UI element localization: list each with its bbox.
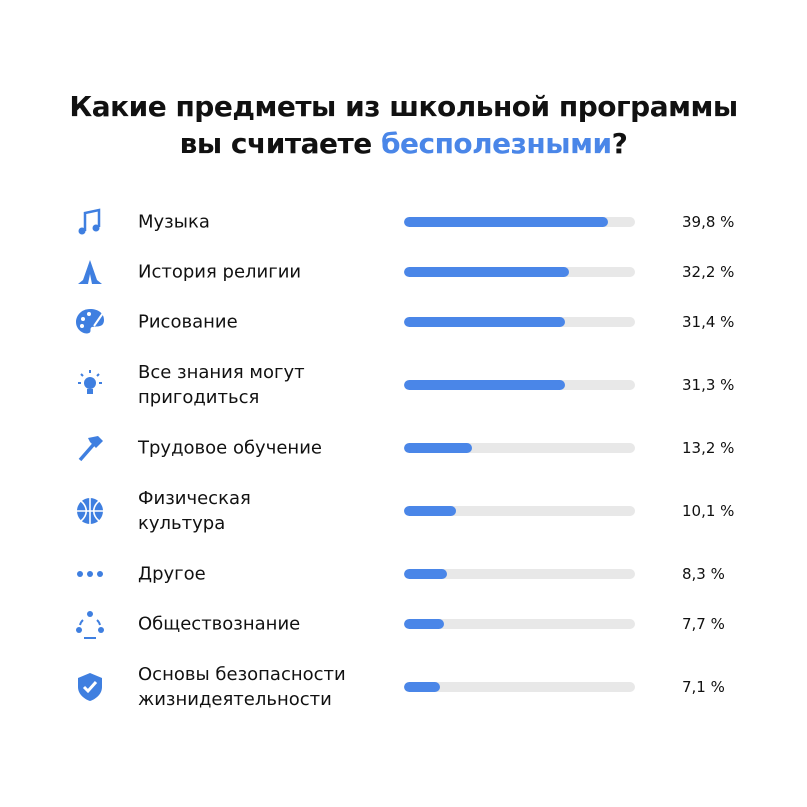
category-label: История религии: [138, 261, 302, 283]
category-label: Обществознание: [138, 613, 301, 635]
category-label: Физическая культура: [138, 488, 251, 534]
value-label: 8,3 %: [682, 565, 725, 583]
value-label: 7,1 %: [682, 678, 725, 696]
row-icon: [78, 260, 102, 284]
row-icon: [78, 208, 101, 235]
chart-title: Какие предметы из школьной программы вы …: [0, 88, 807, 162]
bar-track: [404, 619, 635, 629]
row-icon: [76, 309, 104, 334]
title-highlight: бесполезными: [380, 127, 612, 160]
title-part: вы считаете: [179, 127, 373, 160]
bar: [404, 380, 565, 390]
value-label: 39,8 %: [682, 213, 735, 231]
bar-track: [404, 682, 635, 692]
category-label: Основы безопасности жизнидеятельности: [138, 664, 346, 710]
row-icon: [78, 436, 103, 462]
bar-track: [404, 267, 635, 277]
bar: [404, 443, 472, 453]
title-end: ?: [611, 127, 628, 160]
value-label: 7,7 %: [682, 615, 725, 633]
row-icon: [78, 673, 102, 701]
category-label: Другое: [138, 563, 206, 585]
bar-track: [404, 380, 635, 390]
bar-track: [404, 217, 635, 227]
bar: [404, 506, 456, 516]
row-icon: [77, 571, 103, 577]
bar-track: [404, 506, 635, 516]
bar-track: [404, 443, 635, 453]
value-label: 13,2 %: [682, 439, 735, 457]
row-icon: [76, 611, 104, 639]
bar: [404, 569, 447, 579]
bar-track: [404, 569, 635, 579]
bar: [404, 682, 441, 692]
category-label: Рисование: [138, 311, 238, 333]
value-label: 32,2 %: [682, 263, 735, 281]
category-label: Музыка: [138, 211, 210, 233]
value-label: 31,4 %: [682, 313, 735, 331]
row-icon: [78, 370, 102, 394]
bar: [404, 317, 566, 327]
bar: [404, 267, 570, 277]
category-label: Трудовое обучение: [138, 437, 322, 459]
row-icon: [77, 498, 103, 524]
title-line: вы считаете бесполезными?: [0, 125, 807, 162]
value-label: 31,3 %: [682, 376, 735, 394]
bar: [404, 217, 609, 227]
bar-track: [404, 317, 635, 327]
bar: [404, 619, 444, 629]
title-line: Какие предметы из школьной программы: [69, 90, 738, 123]
category-label: Все знания могут пригодиться: [138, 362, 305, 408]
value-label: 10,1 %: [682, 502, 735, 520]
